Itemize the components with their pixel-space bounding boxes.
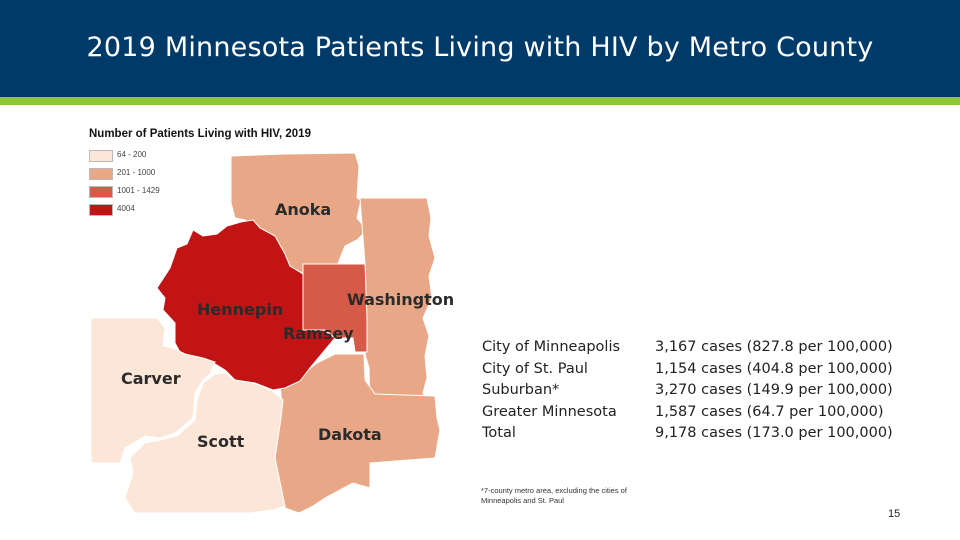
stat-value: 9,178 cases (173.0 per 100,000) [655,425,893,441]
stats-values: 3,167 cases (827.8 per 100,000) 1,154 ca… [655,337,893,445]
footnote: *7-county metro area, excluding the citi… [481,486,627,505]
stat-value: 1,587 cases (64.7 per 100,000) [655,403,884,420]
stats-labels: City of Minneapolis City of St. Paul Sub… [482,337,620,445]
stat-value: 3,270 cases (149.9 per 100,000) [655,382,893,398]
stat-label: Greater Minnesota [482,403,617,420]
county-carver [90,317,216,464]
county-scott [124,372,286,514]
county-label-carver: Carver [121,369,181,388]
stat-label: City of Minneapolis [482,339,621,355]
legend-title: Number of Patients Living with HIV, 2019 [89,128,311,140]
legend-label: 4004 [117,204,135,213]
county-label-dakota: Dakota [318,425,382,444]
county-label-scott: Scott [197,432,245,451]
county-washington [359,197,436,415]
county-label-ramsey: Ramsey [283,324,354,343]
county-label-washington: Washington [347,290,455,309]
legend-swatch [89,186,113,198]
county-map: Number of Patients Living with HIV, 2019… [85,118,455,518]
page-number: 15 [888,508,901,520]
legend-label: 64 - 200 [117,150,147,159]
county-label-anoka: Anoka [275,200,332,219]
county-label-hennepin: Hennepin [197,300,284,319]
legend-label: 201 - 1000 [117,168,156,177]
stat-label: City of St. Paul [482,360,588,377]
stat-value: 3,167 cases (827.8 per 100,000) [655,339,893,355]
stat-label: Suburban* [482,382,560,398]
legend-swatch [89,204,113,216]
slide-header [0,0,960,97]
slide-title: 2019 Minnesota Patients Living with HIV … [86,32,874,63]
legend-label: 1001 - 1429 [117,186,160,195]
county-hennepin [156,219,336,391]
legend-swatch [89,150,113,162]
county-map-shapes [90,152,441,514]
stat-value: 1,154 cases (404.8 per 100,000) [655,360,893,377]
county-dakota [274,353,441,514]
legend-swatch [89,168,113,180]
stat-label: Total [482,425,516,441]
header-accent-stripe [0,97,960,105]
